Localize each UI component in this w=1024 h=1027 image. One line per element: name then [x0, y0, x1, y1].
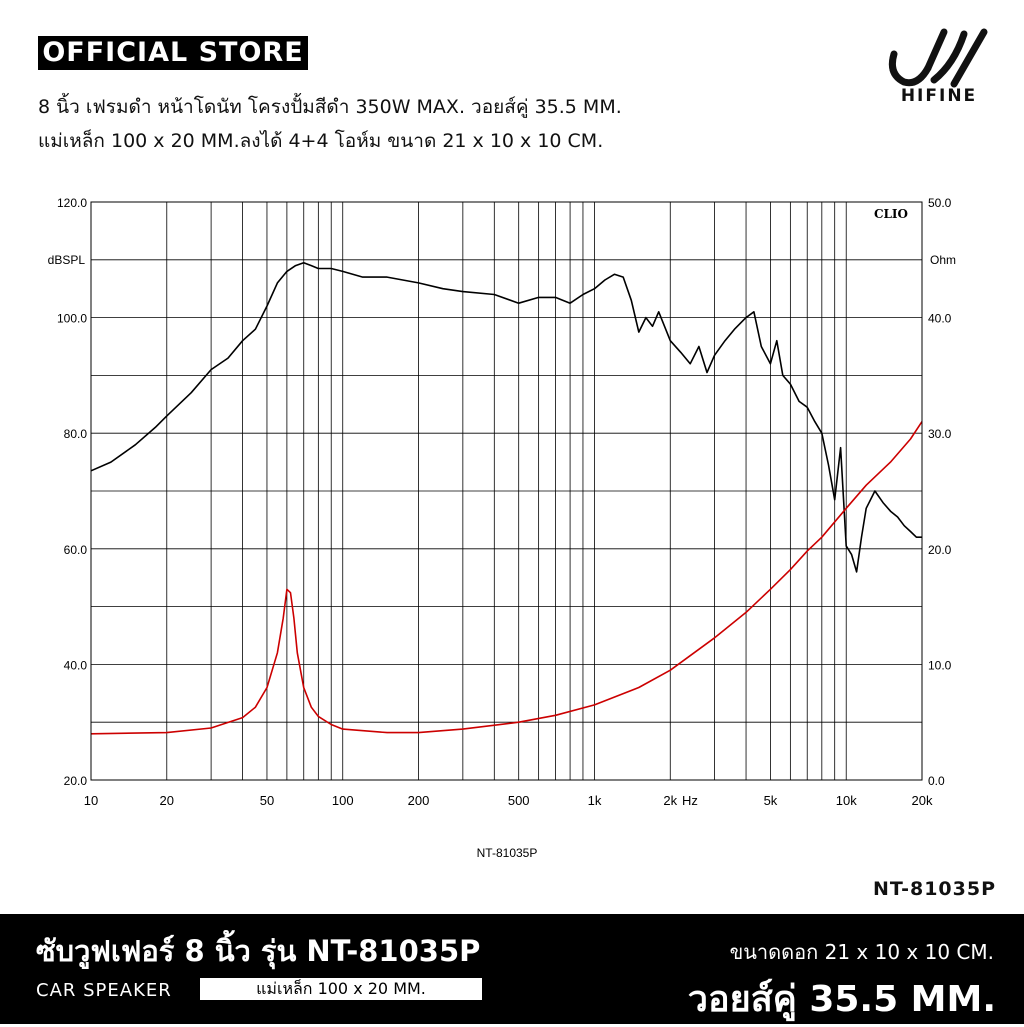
- footer-voice-coil-spec: วอยส์คู่ 35.5 MM.: [687, 979, 996, 1020]
- y-right-tick-label: 40.0: [928, 312, 952, 326]
- x-tick-label: 500: [508, 793, 530, 808]
- chart-series: [90, 261, 923, 735]
- y-left-tick-label: 60.0: [64, 543, 88, 557]
- footer-title: ซับวูฟเฟอร์ 8 นิ้ว รุ่น NT-81035P: [36, 934, 481, 968]
- y-left-tick-label: 120.0: [57, 196, 87, 210]
- y-right-tick-label: 0.0: [928, 774, 945, 788]
- y-right-tick-label: 20.0: [928, 543, 952, 557]
- y-right-tick-label: 50.0: [928, 196, 952, 210]
- product-description-line-1: 8 นิ้ว เฟรมดำ หน้าโดนัท โครงปั้มสีดำ 350…: [38, 96, 622, 118]
- plot-frame: [90, 201, 923, 781]
- model-label: NT-81035P: [873, 878, 996, 900]
- impedance-series-line: [90, 421, 923, 735]
- y-right-tick-label: 10.0: [928, 658, 952, 672]
- x-tick-label: 50: [260, 793, 274, 808]
- footer-banner: ซับวูฟเฟอร์ 8 นิ้ว รุ่น NT-81035P CAR SP…: [0, 914, 1024, 1024]
- y-left-tick-label: 40.0: [64, 658, 88, 672]
- footer-magnet-spec: แม่เหล็ก 100 x 20 MM.: [200, 978, 482, 1000]
- x-tick-label: 5k: [764, 793, 778, 808]
- chart-ticks: 10 20 50 100 200 500 1k 2k 5k 10k 20k 20.0 40.0 60.0 8…: [57, 196, 952, 808]
- official-store-badge: OFFICIAL STORE: [38, 36, 308, 70]
- brand-name: HIFINE: [900, 86, 978, 106]
- y-left-tick-label: 80.0: [64, 427, 88, 441]
- x-tick-label: 100: [332, 793, 354, 808]
- y-left-tick-label: 20.0: [64, 774, 88, 788]
- spl-series-line: [90, 261, 922, 573]
- x-tick-label: 20k: [912, 793, 933, 808]
- chart-grid: [90, 201, 923, 781]
- footer-category: CAR SPEAKER: [36, 980, 172, 1001]
- y-right-unit: Ohm: [930, 253, 956, 267]
- x-tick-label: 10k: [836, 793, 857, 808]
- clio-watermark: CLIO: [874, 207, 908, 221]
- x-tick-label: 10: [84, 793, 98, 808]
- footer-size-spec: ขนาดดอก 21 x 10 x 10 CM.: [729, 940, 994, 964]
- x-tick-label: 20: [160, 793, 174, 808]
- x-tick-label: 1k: [588, 793, 602, 808]
- y-left-tick-label: 100.0: [57, 312, 87, 326]
- x-axis-unit: Hz: [682, 793, 698, 808]
- x-tick-label: 200: [408, 793, 430, 808]
- y-right-tick-label: 30.0: [928, 427, 952, 441]
- frequency-response-chart: 10 20 50 100 200 500 1k 2k 5k 10k 20k 20.0 40.0 60.0 8…: [48, 196, 956, 860]
- product-description-line-2: แม่เหล็ก 100 x 20 MM.ลงได้ 4+4 โอห์ม ขนา…: [38, 130, 604, 152]
- x-tick-label: 2k: [663, 793, 677, 808]
- hifine-logo-icon: [888, 28, 988, 88]
- chart-caption: NT-81035P: [477, 846, 538, 860]
- y-left-unit: dBSPL: [48, 253, 86, 267]
